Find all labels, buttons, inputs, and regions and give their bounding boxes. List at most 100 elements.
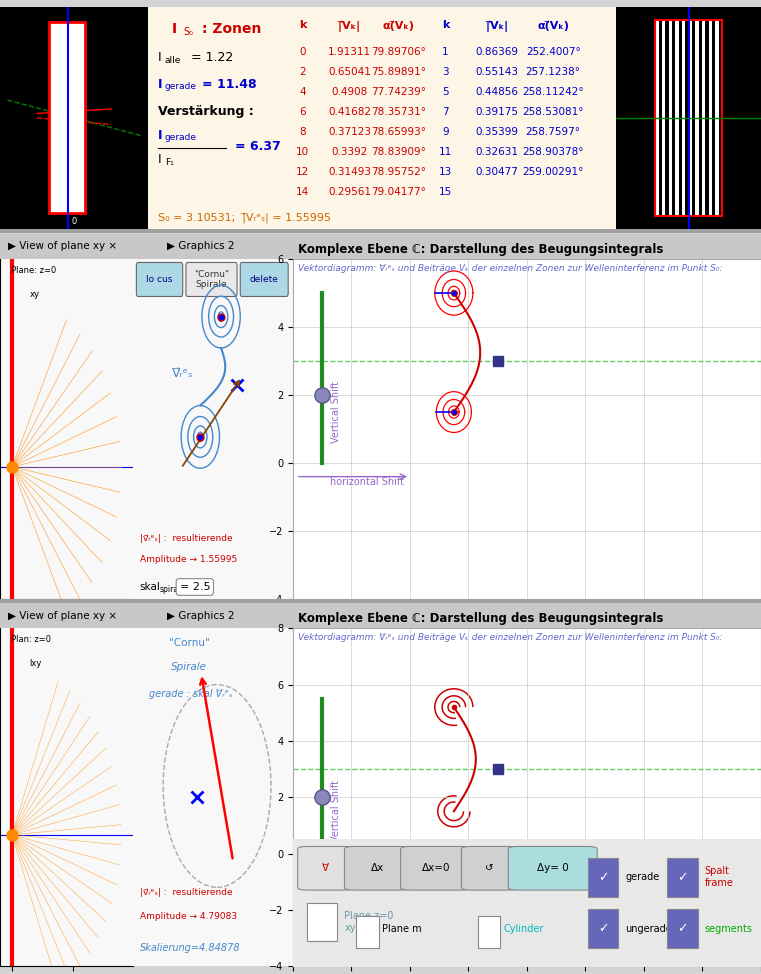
Text: ✓: ✓	[598, 692, 609, 704]
FancyBboxPatch shape	[400, 608, 471, 656]
Text: 6: 6	[300, 107, 306, 117]
Text: gerade : skal V⃗ᵣᵉₛ: gerade : skal V⃗ᵣᵉₛ	[149, 689, 233, 699]
Text: spirale: spirale	[160, 585, 186, 594]
Text: 0.35399: 0.35399	[476, 127, 518, 136]
Bar	[669, 20, 672, 215]
Text: ↺: ↺	[486, 626, 494, 636]
Bar	[478, 916, 500, 948]
Bar	[667, 858, 698, 896]
Text: 0.30477: 0.30477	[476, 167, 518, 176]
Text: Δx: Δx	[371, 626, 384, 636]
Text: horizontal Shift: horizontal Shift	[330, 868, 404, 879]
Text: 1: 1	[442, 47, 449, 56]
Text: Amplitude → 4.79083: Amplitude → 4.79083	[139, 912, 237, 921]
Text: 0: 0	[72, 217, 77, 226]
Bar	[672, 20, 676, 215]
Text: |⃗Vₖ|: |⃗Vₖ|	[339, 20, 361, 32]
Text: "Cornu"
Spirale: "Cornu" Spirale	[194, 270, 229, 289]
Text: segments: segments	[705, 923, 753, 934]
FancyBboxPatch shape	[508, 846, 597, 890]
Text: ▶ View of plane xy ×: ▶ View of plane xy ×	[8, 611, 116, 620]
Text: α(⃗Vₖ): α(⃗Vₖ)	[383, 20, 415, 30]
Text: 1.91311: 1.91311	[328, 47, 371, 56]
Text: 10: 10	[296, 147, 310, 157]
Text: 79.89706°: 79.89706°	[371, 47, 426, 56]
Text: ✓: ✓	[677, 922, 688, 935]
Text: gerade: gerade	[626, 873, 660, 882]
Text: V⃗ᵣᵉₛ: V⃗ᵣᵉₛ	[171, 367, 193, 380]
Bar	[702, 20, 705, 215]
Bar	[49, 22, 84, 213]
Bar	[667, 677, 698, 719]
Bar	[718, 20, 722, 215]
Text: 258.11242°: 258.11242°	[522, 87, 584, 96]
Bar	[662, 20, 665, 215]
Bar	[696, 20, 699, 215]
Text: = 2.5: = 2.5	[180, 582, 210, 592]
Text: = 6.37: = 6.37	[235, 140, 281, 153]
Bar	[667, 910, 698, 948]
Bar	[659, 20, 662, 215]
Text: Vektordiagramm: V⃗ᵣᵉₛ und Beiträge Vₖ der einzelnen Zonen zur Welleninterferenz : Vektordiagramm: V⃗ᵣᵉₛ und Beiträge Vₖ de…	[298, 633, 722, 642]
Text: 0.3392: 0.3392	[332, 147, 368, 157]
FancyBboxPatch shape	[461, 608, 517, 656]
Text: ✓: ✓	[677, 871, 688, 883]
Text: 0.86369: 0.86369	[476, 47, 518, 56]
Bar	[705, 20, 708, 215]
Text: Plane m: Plane m	[382, 923, 422, 934]
Bar	[686, 20, 689, 215]
Text: ✓: ✓	[598, 922, 609, 935]
Text: F₁: F₁	[165, 158, 174, 167]
Text: gerade: gerade	[165, 83, 197, 92]
Text: gerade: gerade	[626, 636, 660, 647]
Bar	[307, 903, 337, 942]
FancyBboxPatch shape	[508, 608, 597, 656]
Text: 0.44856: 0.44856	[476, 87, 518, 96]
Text: 0: 0	[300, 47, 306, 56]
Text: ✓: ✓	[598, 871, 609, 883]
Text: 4: 4	[300, 87, 306, 96]
Text: Spirale: Spirale	[171, 662, 207, 672]
FancyBboxPatch shape	[461, 846, 517, 890]
Text: 258.7597°: 258.7597°	[526, 127, 581, 136]
Text: ▶ Graphics 2: ▶ Graphics 2	[167, 611, 235, 620]
Text: 77.74239°: 77.74239°	[371, 87, 426, 96]
Text: lo cus: lo cus	[146, 275, 173, 284]
Text: S₀: S₀	[183, 27, 193, 37]
Text: I: I	[158, 129, 162, 142]
Text: ▶ Graphics 2: ▶ Graphics 2	[167, 242, 235, 251]
Bar	[307, 670, 337, 712]
Text: Δy= 0: Δy= 0	[537, 863, 568, 874]
Text: 0.39175: 0.39175	[476, 107, 518, 117]
Text: 0.55143: 0.55143	[476, 67, 518, 77]
Text: 8: 8	[300, 127, 306, 136]
Text: 0.65041: 0.65041	[328, 67, 371, 77]
FancyBboxPatch shape	[240, 262, 288, 296]
Text: 78.83909°: 78.83909°	[371, 147, 426, 157]
FancyBboxPatch shape	[400, 846, 471, 890]
Text: 78.95752°: 78.95752°	[371, 167, 426, 176]
Text: Plane z=0
xy: Plane z=0 xy	[345, 912, 394, 933]
Bar	[478, 684, 500, 719]
Text: 3: 3	[442, 67, 449, 77]
Text: |v⃗ᵣᵉₛ| :  resultierende: |v⃗ᵣᵉₛ| : resultierende	[139, 535, 232, 543]
Text: 258.53081°: 258.53081°	[523, 107, 584, 117]
Text: Δy= 0: Δy= 0	[537, 626, 568, 636]
Bar	[667, 620, 698, 662]
Bar	[679, 20, 682, 215]
Text: ✓: ✓	[598, 635, 609, 648]
Bar	[587, 677, 618, 719]
Text: "Cornu": "Cornu"	[169, 638, 209, 649]
Text: 0.31493: 0.31493	[328, 167, 371, 176]
FancyBboxPatch shape	[345, 846, 410, 890]
Text: xy: xy	[29, 289, 40, 299]
Text: = 11.48: = 11.48	[202, 78, 257, 91]
Text: : Zonen: : Zonen	[202, 22, 262, 36]
Bar	[689, 20, 692, 215]
Text: 0.32631: 0.32631	[476, 147, 518, 157]
Text: Δx=0: Δx=0	[422, 626, 450, 636]
Text: Plane: z=0: Plane: z=0	[11, 266, 56, 275]
Text: Plane m: Plane m	[382, 693, 422, 703]
Text: α(⃗Vₖ): α(⃗Vₖ)	[537, 20, 569, 30]
Text: 0.41682: 0.41682	[328, 107, 371, 117]
